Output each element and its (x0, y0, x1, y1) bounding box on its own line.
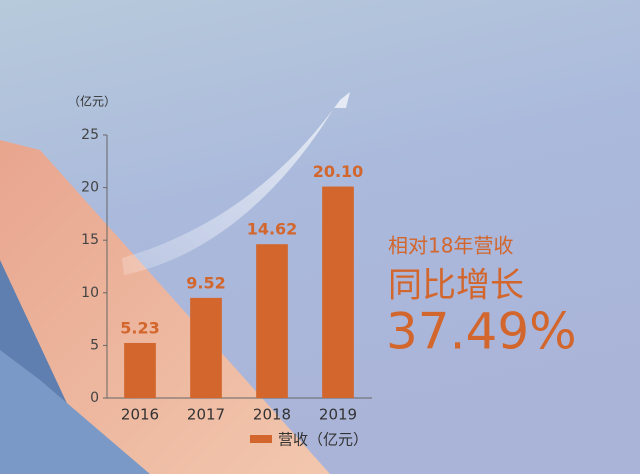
bar (322, 186, 354, 398)
y-tick-label: 20 (81, 180, 99, 196)
data-label: 9.52 (186, 273, 225, 292)
annotation: 同比增长 (388, 266, 524, 306)
annotation: 37.49% (386, 303, 577, 361)
bar (124, 342, 156, 398)
x-tick-label: 2019 (319, 406, 357, 424)
data-label: 20.10 (313, 162, 364, 181)
y-axis-label: （亿元） (68, 94, 116, 109)
x-tick-label: 2017 (187, 406, 225, 424)
data-label: 14.62 (247, 220, 298, 239)
y-tick-label: 0 (90, 390, 99, 406)
x-tick-label: 2016 (121, 406, 159, 424)
y-tick-label: 25 (81, 127, 99, 143)
y-tick-label: 10 (81, 285, 99, 301)
decor-arrow (122, 92, 350, 275)
y-tick-label: 15 (81, 232, 99, 248)
data-label: 5.23 (120, 318, 159, 337)
bar (190, 297, 222, 398)
legend-swatch (250, 435, 272, 443)
decor-peach (0, 140, 330, 474)
legend-label: 营收（亿元） (278, 431, 368, 449)
y-tick-label: 5 (90, 337, 99, 353)
bar (256, 244, 288, 398)
annotation: 相对18年营收 (388, 234, 513, 258)
decor-blue-light (0, 350, 150, 474)
x-tick-label: 2018 (253, 406, 291, 424)
